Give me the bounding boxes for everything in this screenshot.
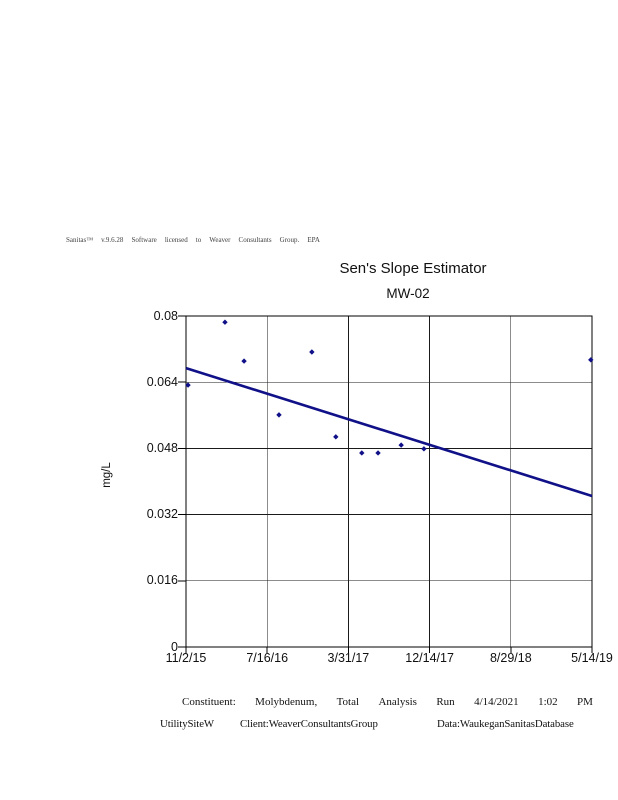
- license-word: licensed: [164, 236, 188, 244]
- data-point: [588, 357, 594, 363]
- footer-run-time: 1:02: [538, 696, 558, 708]
- data-point: [375, 450, 381, 456]
- license-word: Sanitas™: [66, 236, 94, 244]
- footer-client: Client:WeaverConsultantsGroup: [240, 718, 378, 730]
- license-word: Consultants: [238, 236, 272, 244]
- license-word: Weaver: [209, 236, 231, 244]
- chart-subtitle: MW-02: [386, 286, 430, 301]
- x-tick-label: 5/14/19: [571, 651, 613, 665]
- x-tick-label: 8/29/18: [489, 651, 532, 665]
- y-tick-label: 0.016: [146, 573, 178, 588]
- data-point: [421, 446, 427, 452]
- chart-title: Sen's Slope Estimator: [339, 260, 487, 277]
- x-tick-label: 11/2/15: [165, 651, 207, 665]
- plot-border: [185, 315, 593, 648]
- license-word: Group.: [279, 236, 300, 244]
- footer-analysis-word: Analysis: [378, 696, 417, 708]
- y-tick-label: 0.064: [146, 374, 178, 389]
- y-tick-label: 0.032: [146, 507, 178, 522]
- license-word: Software: [131, 236, 157, 244]
- footer-run-ampm: PM: [577, 696, 593, 708]
- data-point: [398, 442, 404, 448]
- x-tick-label: 7/16/16: [246, 651, 289, 665]
- footer-constituent-label: Constituent:: [182, 696, 236, 708]
- footer-database: Data:WaukeganSanitasDatabase: [437, 718, 574, 730]
- data-point: [359, 450, 365, 456]
- y-tick-label: 0.048: [146, 440, 178, 455]
- y-axis-label: mg/L: [101, 462, 113, 488]
- footer-analysis-line: Constituent: Molybdenum, Total Analysis …: [182, 696, 593, 710]
- footer-constituent-value2: Total: [336, 696, 360, 708]
- x-tick-label: 12/14/17: [405, 651, 454, 665]
- data-point: [185, 382, 191, 388]
- y-tick-label: 0.08: [153, 308, 178, 323]
- y-tick-label: 0: [171, 639, 178, 654]
- license-line: Sanitas™ v.9.6.28 Software licensed to W…: [66, 236, 320, 246]
- footer-site: UtilitySiteW: [160, 718, 214, 730]
- sens-slope-plot: [178, 315, 594, 653]
- data-point: [241, 358, 247, 364]
- data-point: [309, 349, 315, 355]
- data-point: [333, 434, 339, 440]
- data-point: [276, 412, 282, 418]
- footer-run-word: Run: [436, 696, 455, 708]
- trend-line: [185, 366, 593, 498]
- footer-constituent-value: Molybdenum,: [255, 696, 318, 708]
- x-tick-label: 3/31/17: [327, 651, 370, 665]
- footer-run-date: 4/14/2021: [474, 696, 519, 708]
- license-word: to: [195, 236, 202, 244]
- data-point: [222, 319, 228, 325]
- license-word: EPA: [307, 236, 320, 244]
- license-word: v.9.6.28: [101, 236, 124, 244]
